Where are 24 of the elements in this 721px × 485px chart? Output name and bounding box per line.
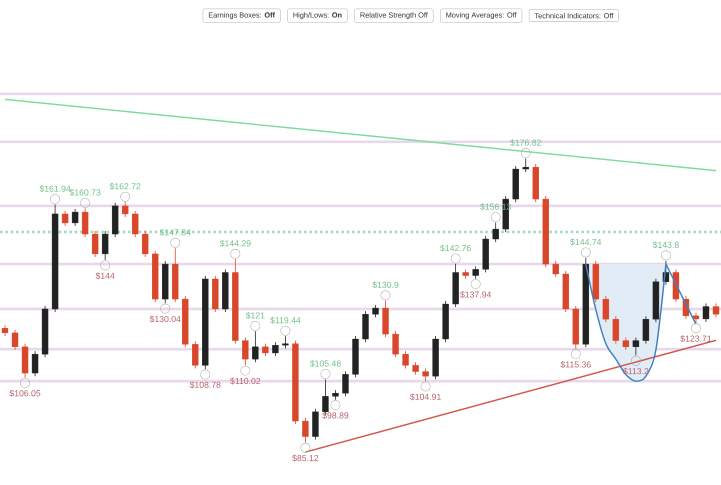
annotation: $147.84 <box>160 228 191 236</box>
annotation: $144 <box>96 272 115 280</box>
annotation: $104.91 <box>410 393 441 400</box>
annotation: $110.02 <box>230 378 260 385</box>
annotation: $144.74 <box>570 238 602 246</box>
annotation: $123.71 <box>680 335 712 342</box>
annotation: $160.73 <box>70 189 100 196</box>
annotation: $142.76 <box>440 244 471 252</box>
annotation: $108.78 <box>190 381 221 388</box>
annotation: $121 <box>246 312 265 320</box>
annotation: $115.36 <box>560 361 591 368</box>
annotation: $130.9 <box>372 281 398 288</box>
annotation: $106.05 <box>9 390 40 397</box>
annotation: $130.04 <box>150 316 181 323</box>
annotation: $176.82 <box>510 139 541 146</box>
annotation: $119.44 <box>270 316 300 324</box>
annotation: $85.12 <box>292 454 318 462</box>
annotation: $137.94 <box>460 291 492 298</box>
annotation: $144.29 <box>220 240 251 247</box>
annotation: $162.72 <box>110 182 140 190</box>
annotation: $98.89 <box>322 412 348 420</box>
annotation: $161.94 <box>40 185 70 192</box>
annotation: $143.8 <box>652 241 679 248</box>
annotation: $105.48 <box>310 360 341 368</box>
